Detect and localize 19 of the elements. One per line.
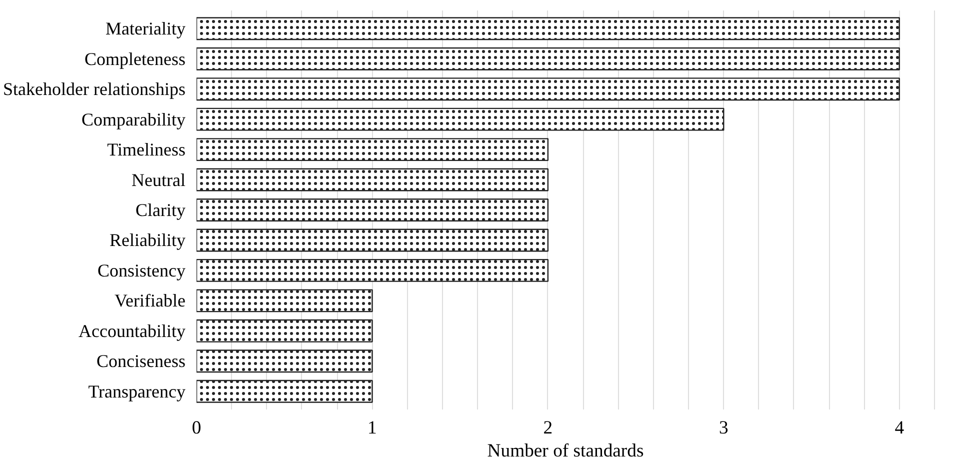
- x-tick-label: 1: [368, 418, 377, 438]
- y-tick-label: Transparency: [88, 381, 186, 402]
- x-tick-label: 0: [192, 418, 202, 438]
- x-axis-title: Number of standards: [487, 440, 644, 462]
- y-tick-label: Clarity: [136, 200, 186, 220]
- y-tick-label: Stakeholder relationships: [3, 79, 186, 100]
- x-tick-label: 2: [543, 418, 553, 438]
- x-tick-label: 4: [894, 418, 905, 438]
- y-tick-label: Reliability: [110, 230, 186, 250]
- y-tick-label: Comparability: [82, 109, 186, 130]
- y-tick-label: Consistency: [98, 260, 186, 280]
- y-tick-label: Accountability: [78, 320, 186, 341]
- y-tick-label: Neutral: [132, 170, 186, 190]
- y-tick-label: Verifiable: [114, 290, 186, 311]
- x-tick-label: 3: [718, 418, 728, 438]
- y-tick-label: Completeness: [84, 48, 186, 69]
- y-tick-label: Materiality: [106, 18, 186, 39]
- y-tick-label: Timeliness: [107, 140, 186, 160]
- y-tick-label: Conciseness: [96, 351, 186, 372]
